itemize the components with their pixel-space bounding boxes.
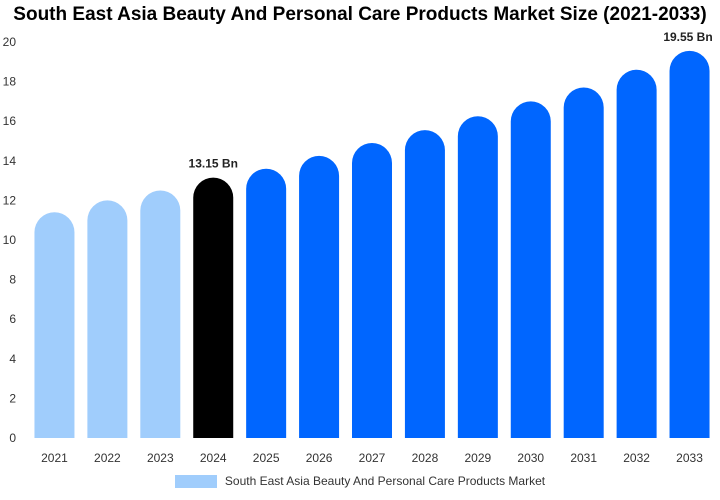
y-tick-label: 2 bbox=[9, 391, 16, 405]
bar-2022 bbox=[87, 200, 128, 438]
y-tick-label: 8 bbox=[9, 273, 16, 287]
y-tick-label: 0 bbox=[9, 431, 16, 445]
x-tick-label: 2024 bbox=[200, 451, 227, 465]
data-label-2033: 19.55 Bn bbox=[663, 30, 712, 44]
data-label-2024: 13.15 Bn bbox=[189, 157, 238, 171]
x-tick-label: 2028 bbox=[412, 451, 439, 465]
bar-2021 bbox=[34, 212, 75, 438]
x-tick-label: 2029 bbox=[464, 451, 491, 465]
y-tick-label: 4 bbox=[9, 352, 16, 366]
y-tick-label: 18 bbox=[3, 75, 17, 89]
y-tick-label: 20 bbox=[3, 35, 17, 49]
x-tick-label: 2026 bbox=[306, 451, 333, 465]
bars-group bbox=[34, 50, 710, 439]
x-tick-label: 2033 bbox=[676, 451, 703, 465]
x-tick-label: 2025 bbox=[253, 451, 280, 465]
y-axis: 0 2 4 6 8 10 12 14 16 18 20 bbox=[3, 35, 17, 445]
x-tick-label: 2030 bbox=[517, 451, 544, 465]
y-tick-label: 10 bbox=[3, 233, 17, 247]
x-tick-label: 2022 bbox=[94, 451, 121, 465]
bar-2029 bbox=[457, 116, 498, 438]
bar-2031 bbox=[563, 87, 604, 438]
x-tick-label: 2031 bbox=[570, 451, 597, 465]
legend-swatch bbox=[174, 474, 217, 488]
legend-label: South East Asia Beauty And Personal Care… bbox=[224, 474, 546, 488]
legend: South East Asia Beauty And Personal Care… bbox=[0, 474, 720, 488]
data-labels-group: 13.15 Bn 19.55 Bn bbox=[189, 30, 713, 171]
bar-2027 bbox=[352, 142, 392, 438]
bar-2030 bbox=[510, 101, 551, 439]
bar-2028 bbox=[404, 130, 445, 439]
bar-2023 bbox=[140, 190, 181, 438]
x-tick-label: 2023 bbox=[147, 451, 174, 465]
y-tick-label: 16 bbox=[3, 114, 17, 128]
chart-title: South East Asia Beauty And Personal Care… bbox=[13, 4, 707, 25]
bar-2033 bbox=[669, 50, 710, 438]
x-tick-label: 2032 bbox=[623, 451, 650, 465]
bar-2024 bbox=[193, 177, 234, 438]
y-tick-label: 14 bbox=[3, 154, 17, 168]
x-tick-label: 2021 bbox=[41, 451, 68, 465]
bar-2025 bbox=[246, 168, 287, 438]
bar-2032 bbox=[616, 69, 657, 438]
y-tick-label: 6 bbox=[9, 312, 16, 326]
y-tick-label: 12 bbox=[3, 193, 17, 207]
x-tick-label: 2027 bbox=[359, 451, 386, 465]
x-axis: 2021 2022 2023 2024 2025 2026 2027 2028 2029 2030… bbox=[41, 451, 703, 465]
bar-2026 bbox=[299, 155, 340, 438]
